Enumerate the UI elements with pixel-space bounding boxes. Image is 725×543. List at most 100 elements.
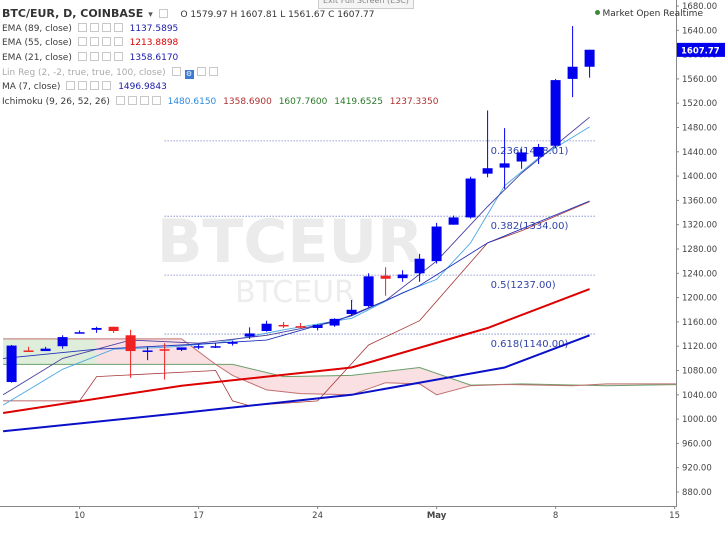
candle-body[interactable] — [414, 258, 425, 274]
candle-body[interactable] — [363, 276, 374, 307]
price-tick-label: 1320.00 — [682, 221, 717, 231]
candle-body[interactable] — [346, 309, 357, 315]
candle-body[interactable] — [210, 346, 221, 348]
indicator-value: 1213.8898 — [129, 38, 179, 49]
price-tick-label: 1120.00 — [682, 342, 717, 352]
price-tick-label: 960.00 — [682, 439, 712, 449]
close-icon[interactable] — [196, 66, 206, 76]
candle-body[interactable] — [74, 332, 85, 334]
more-icon[interactable] — [208, 66, 218, 76]
watermark-subtext: BTCEUR — [235, 275, 355, 310]
candle-body[interactable] — [584, 49, 595, 67]
visibility-toggle-icon[interactable] — [158, 9, 168, 18]
indicator-row-linreg[interactable]: Lin Reg (2, -2, true, true, 100, close) … — [2, 66, 438, 81]
candle-body[interactable] — [125, 335, 136, 352]
eye-icon[interactable] — [77, 37, 87, 47]
indicator-label: Lin Reg (2, -2, true, true, 100, close) — [2, 67, 166, 78]
time-tick-label: May — [427, 511, 447, 521]
candle-body[interactable] — [6, 345, 17, 383]
candle-body[interactable] — [108, 326, 119, 332]
eye-icon[interactable] — [77, 52, 87, 62]
eye-icon[interactable] — [115, 96, 125, 106]
more-icon[interactable] — [151, 96, 161, 106]
candle-body[interactable] — [499, 163, 510, 168]
close-icon[interactable] — [101, 37, 111, 47]
symbol-title[interactable]: BTC/EUR, D, COINBASE — [2, 7, 144, 20]
settings-icon[interactable] — [89, 52, 99, 62]
close-icon[interactable] — [139, 96, 149, 106]
ema55-line — [2, 288, 590, 414]
more-icon[interactable] — [113, 22, 123, 32]
eye-icon[interactable] — [171, 66, 181, 76]
fib-level-label: 0.5(1237.00) — [491, 280, 556, 291]
candle-body[interactable] — [550, 80, 561, 146]
candle-body[interactable] — [465, 178, 476, 218]
fib-level-label: 0.382(1334.00) — [491, 221, 569, 232]
candle-body[interactable] — [431, 226, 442, 262]
indicator-value: 1358.6170 — [129, 53, 179, 64]
time-tick-label: 24 — [312, 511, 323, 521]
chevron-down-icon[interactable]: ▾ — [148, 10, 153, 20]
eye-icon[interactable] — [66, 81, 76, 91]
candle-body[interactable] — [91, 327, 102, 330]
fib-level-label: 0.618(1140.00) — [491, 339, 569, 350]
candle-body[interactable] — [448, 217, 459, 225]
ichimoku-value-span-a: 1419.6525 — [334, 97, 383, 108]
candle-body[interactable] — [142, 350, 153, 352]
candle-body[interactable] — [533, 146, 544, 157]
candle-body[interactable] — [57, 337, 68, 347]
candle-body[interactable] — [159, 349, 170, 351]
indicator-row-ema89[interactable]: EMA (89, close) 1137.5895 — [2, 22, 438, 37]
ohlc-readout: O 1579.97 H 1607.81 L 1561.67 C 1607.77 — [180, 10, 375, 20]
ichimoku-cloud — [3, 338, 676, 395]
candle-body[interactable] — [567, 66, 578, 79]
candle-body[interactable] — [329, 318, 340, 326]
indicator-row-ichimoku[interactable]: Ichimoku (9, 26, 52, 26) 1480.6150 1358.… — [2, 95, 438, 110]
candle-body[interactable] — [244, 333, 255, 337]
indicator-value: 1137.5895 — [129, 23, 179, 34]
candle-body[interactable] — [23, 350, 34, 352]
settings-icon[interactable] — [89, 37, 99, 47]
candle-body[interactable] — [397, 274, 408, 279]
price-axis-bg — [676, 0, 725, 543]
price-tick-label: 1040.00 — [682, 391, 717, 401]
time-tick-label: 15 — [669, 511, 680, 521]
gear-icon[interactable]: ⚙ — [184, 69, 194, 79]
indicator-row-ema21[interactable]: EMA (21, close) 1358.6170 — [2, 51, 438, 66]
status-dot-icon — [594, 10, 600, 15]
close-icon[interactable] — [90, 81, 100, 91]
candle-body[interactable] — [261, 323, 272, 332]
more-icon[interactable] — [113, 52, 123, 62]
eye-icon[interactable] — [77, 22, 87, 32]
candle-body[interactable] — [295, 326, 306, 328]
candle-body[interactable] — [176, 347, 187, 350]
candle-body[interactable] — [380, 275, 391, 279]
candle-body[interactable] — [516, 152, 527, 162]
close-icon[interactable] — [101, 52, 111, 62]
indicator-label: EMA (21, close) — [2, 53, 72, 64]
settings-icon[interactable] — [127, 96, 137, 106]
market-status-text: Market Open — [602, 9, 661, 19]
more-icon[interactable] — [102, 81, 112, 91]
exit-fullscreen-button[interactable]: Exit Full Screen (ESC) — [318, 0, 414, 9]
indicator-row-ema55[interactable]: EMA (55, close) 1213.8898 — [2, 36, 438, 51]
close-icon[interactable] — [101, 22, 111, 32]
more-icon[interactable] — [113, 37, 123, 47]
ichimoku-value-span-b: 1237.3350 — [389, 97, 439, 108]
candle-body[interactable] — [482, 168, 493, 174]
ema21-line — [3, 200, 590, 359]
price-tick-label: 880.00 — [682, 488, 712, 498]
settings-icon[interactable] — [89, 22, 99, 32]
price-tick-label: 1560.00 — [682, 75, 717, 85]
settings-icon[interactable] — [78, 81, 88, 91]
candle-body[interactable] — [227, 341, 238, 344]
candle-body[interactable] — [40, 348, 51, 352]
price-axis[interactable]: 1680.001640.001600.001560.001520.001480.… — [676, 0, 725, 543]
indicator-row-ma7[interactable]: MA (7, close) 1496.9843 — [2, 80, 438, 95]
candle-body[interactable] — [193, 346, 204, 348]
time-axis[interactable]: 10 17 24 May 8 15 — [0, 506, 680, 521]
candle-body[interactable] — [312, 324, 323, 328]
candle-body[interactable] — [278, 324, 289, 327]
